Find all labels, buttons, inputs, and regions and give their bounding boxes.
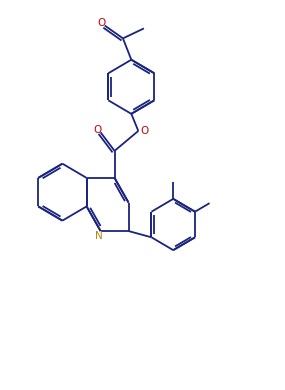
- Text: N: N: [95, 231, 103, 241]
- Text: O: O: [98, 18, 106, 28]
- Text: O: O: [93, 124, 101, 135]
- Text: O: O: [140, 126, 148, 136]
